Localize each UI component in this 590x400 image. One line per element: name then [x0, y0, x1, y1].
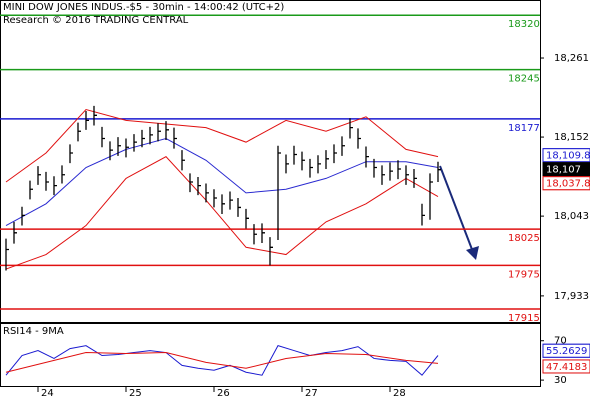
price-bar [125, 138, 129, 158]
price-bar [245, 208, 249, 229]
price-tag-label: 18,107 [546, 165, 581, 176]
price-bar [165, 121, 169, 140]
y-tick-label: 18,152 [554, 132, 589, 143]
price-bar [117, 137, 121, 156]
price-bar [189, 173, 193, 193]
price-bar [157, 123, 161, 142]
level-label: 18320 [508, 19, 540, 30]
x-tick-label: 28 [393, 388, 406, 399]
price-tag-fill [542, 162, 590, 177]
price-bar [437, 161, 441, 183]
price-bar [277, 145, 281, 241]
x-tick-label: 27 [305, 388, 318, 399]
price-bar [429, 173, 433, 220]
price-bar [213, 189, 217, 208]
price-bar [301, 151, 305, 171]
price-bar [21, 206, 25, 226]
x-tick-label: 25 [129, 388, 142, 399]
chart-subtitle: Research © 2016 TRADING CENTRAL [3, 15, 189, 26]
y-tick-label: 17,933 [554, 291, 589, 302]
price-bar [341, 136, 345, 156]
price-tag-fill [542, 176, 590, 191]
level-label: 18177 [508, 123, 540, 134]
y-tick-label: 30 [554, 375, 567, 386]
price-bar [93, 105, 97, 126]
price-bar [85, 110, 89, 130]
price-tag-fill [542, 148, 590, 163]
price-bar [141, 129, 145, 148]
price-bar [365, 146, 369, 168]
x-tick-label: 24 [41, 388, 54, 399]
indicator-line [5, 108, 439, 183]
price-bar [133, 134, 137, 152]
price-bar [37, 166, 41, 185]
level-label: 18025 [508, 233, 540, 244]
y-tick-label: 18,261 [554, 53, 589, 64]
price-bar [221, 194, 225, 214]
price-bar [45, 171, 49, 191]
price-bar [5, 238, 9, 271]
price-bar [29, 180, 33, 200]
price-tag-fill [542, 359, 590, 374]
price-bar [389, 162, 393, 181]
price-tag-fill [542, 343, 590, 358]
price-bar [61, 165, 65, 184]
price-bar [269, 237, 273, 266]
indicator-line [5, 137, 439, 226]
level-label: 17975 [508, 269, 540, 280]
main-panel [0, 0, 541, 323]
price-bar [253, 224, 257, 245]
y-tick-label: 70 [554, 336, 567, 347]
price-bar [149, 126, 153, 145]
rsi-title: RSI14 - 9MA [3, 326, 64, 337]
price-bar [229, 191, 233, 210]
indicator-line [5, 156, 439, 270]
price-bar [293, 145, 297, 165]
price-bar [397, 160, 401, 180]
price-bar [333, 144, 337, 164]
price-bar [405, 165, 409, 185]
price-bar [309, 158, 313, 178]
price-bar [13, 221, 17, 244]
price-bar [77, 122, 81, 142]
price-bar [181, 150, 185, 171]
level-label: 17915 [508, 313, 540, 324]
x-tick-label: 26 [217, 388, 230, 399]
price-bar [413, 168, 417, 188]
price-bar [101, 126, 105, 148]
price-bar [285, 154, 289, 174]
price-bar [421, 203, 425, 226]
price-bar [349, 118, 353, 139]
price-tag-label: 47.4183 [546, 362, 587, 373]
chart-title: MINI DOW JONES INDUS.-$5 - 30min - 14:00… [3, 2, 284, 13]
price-bar [205, 183, 209, 203]
level-label: 18245 [508, 74, 540, 85]
price-bar [109, 141, 113, 161]
price-bar [261, 223, 265, 243]
price-tag-label: 18,109.8 [546, 151, 590, 162]
rsi-line [5, 345, 439, 376]
price-bar [381, 165, 385, 185]
price-bar [173, 127, 177, 149]
price-tag-label: 18,037.8 [546, 179, 590, 190]
price-bar [197, 176, 201, 196]
price-tag-label: 55.2629 [546, 346, 587, 357]
rsi-line [5, 352, 439, 373]
rsi-panel [0, 323, 541, 387]
price-bar [317, 155, 321, 174]
price-bar [373, 158, 377, 178]
price-bar [69, 144, 73, 164]
price-bar [53, 176, 57, 196]
price-bar [357, 128, 361, 149]
price-bar [325, 150, 329, 169]
price-bar [237, 197, 241, 217]
forecast-arrow [439, 165, 479, 260]
y-tick-label: 18,043 [554, 211, 589, 222]
